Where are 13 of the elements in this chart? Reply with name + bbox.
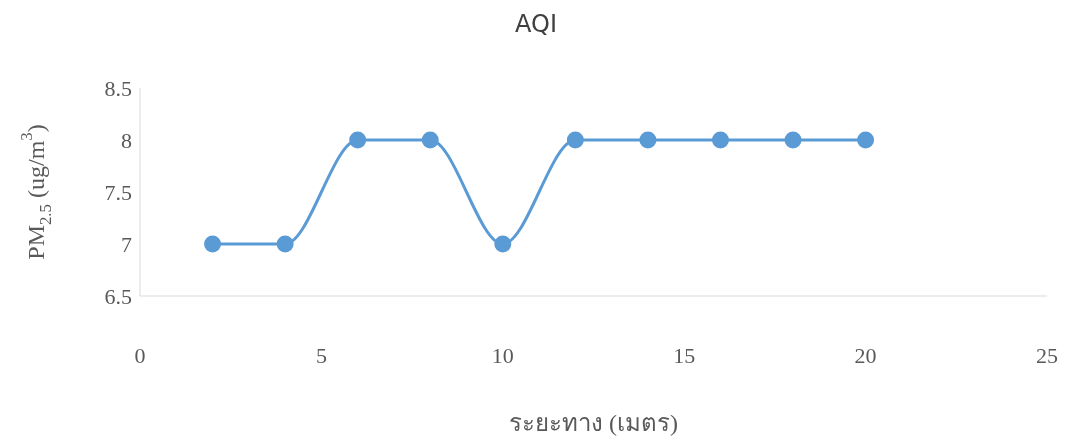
y-tick-label: 8: [121, 127, 132, 153]
x-tick-label: 25: [1036, 342, 1058, 368]
x-tick-label: 20: [854, 342, 877, 368]
y-tick-label: 8.5: [104, 75, 132, 101]
y-tick-label: 6.5: [104, 283, 132, 309]
x-axis-title: ระยะทาง (เมตร): [509, 410, 678, 436]
chart-title: AQI: [514, 10, 558, 38]
x-tick-label: 10: [491, 342, 514, 368]
y-tick-label: 7: [121, 231, 132, 257]
y-tick-label: 7.5: [104, 179, 132, 205]
x-tick-label: 15: [673, 342, 696, 368]
x-tick-label: 5: [315, 342, 327, 368]
x-tick-label: 0: [134, 342, 146, 368]
